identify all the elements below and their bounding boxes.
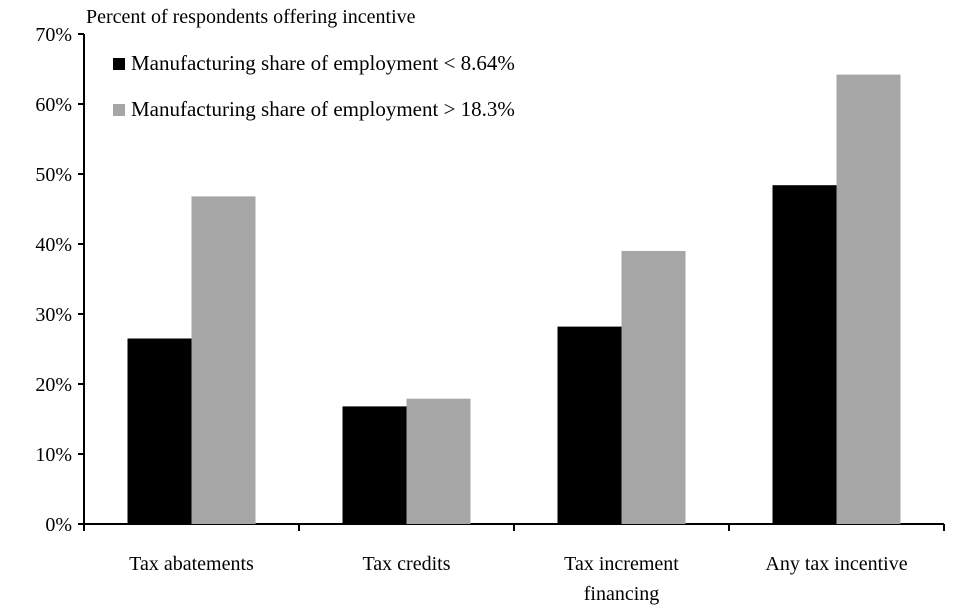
y-tick-label: 70%: [35, 24, 72, 46]
legend-swatch: [113, 58, 125, 70]
bar-series-1-4: [772, 185, 837, 524]
y-tick-label: 20%: [35, 374, 72, 396]
bar-series-2-1: [191, 196, 256, 524]
bar-series-group: [127, 74, 901, 524]
bar-series-2-2: [406, 398, 471, 524]
y-axis-title: Percent of respondents offering incentiv…: [86, 6, 416, 28]
legend: Manufacturing share of employment < 8.64…: [113, 51, 515, 121]
bar-series-1-3: [557, 326, 622, 524]
bar-series-2-4: [836, 74, 901, 524]
category-label: financing: [584, 583, 660, 605]
category-label: Tax abatements: [129, 553, 254, 575]
y-tick-label: 0%: [45, 514, 72, 536]
bar-series-2-3: [621, 251, 686, 524]
legend-label: Manufacturing share of employment > 18.3…: [131, 97, 515, 121]
legend-swatch: [113, 104, 125, 116]
category-labels: Tax abatements Tax credits Tax increment fi…: [129, 553, 908, 605]
legend-label: Manufacturing share of employment < 8.64…: [131, 51, 515, 75]
category-label: Any tax incentive: [765, 553, 907, 575]
bar-series-1-1: [127, 338, 192, 524]
category-label: Tax credits: [362, 553, 450, 575]
y-tick-label: 60%: [35, 94, 72, 116]
category-label: Tax increment: [564, 553, 679, 575]
y-tick-label: 40%: [35, 234, 72, 256]
x-axis-ticks: [83, 524, 945, 531]
y-axis-ticks: 0% 10% 20% 30% 40% 50% 60% 70%: [35, 24, 84, 536]
y-tick-label: 30%: [35, 304, 72, 326]
y-tick-label: 10%: [35, 444, 72, 466]
bar-series-1-2: [342, 406, 407, 524]
y-tick-label: 50%: [35, 164, 72, 186]
